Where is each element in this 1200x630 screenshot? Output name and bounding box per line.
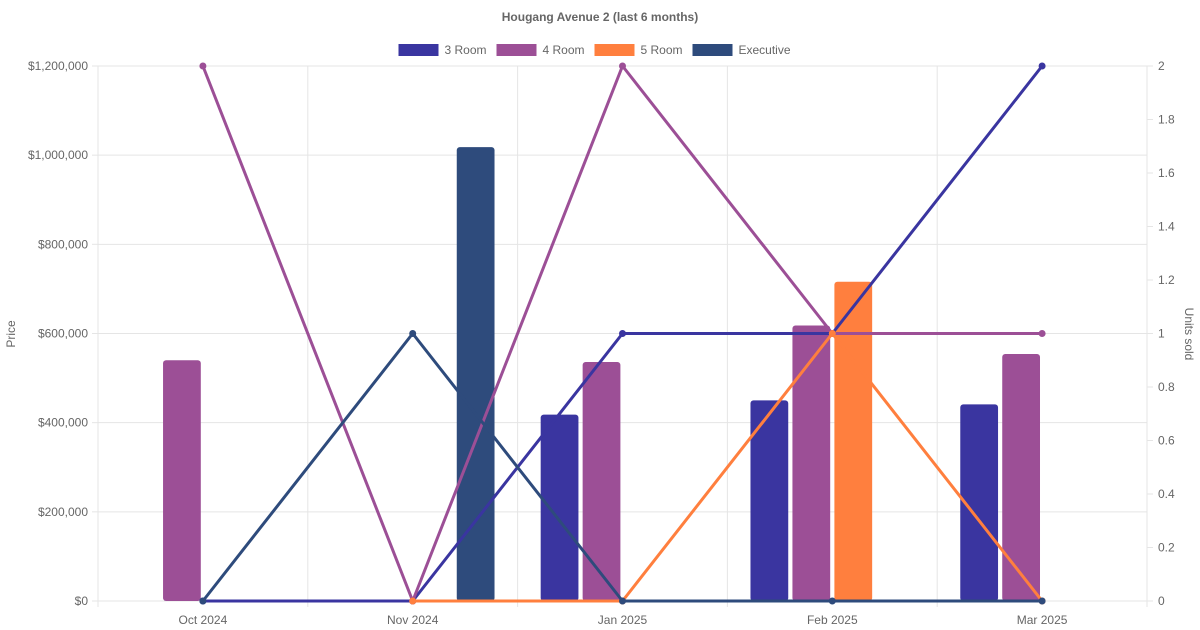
y-right-tick-label: 0.8 xyxy=(1158,380,1175,394)
y-axis-right-title: Units sold xyxy=(1182,308,1196,361)
y-left-tick-label: $800,000 xyxy=(38,237,88,251)
legend-item-executive[interactable]: Executive xyxy=(692,43,791,57)
bar-executive[interactable] xyxy=(456,147,495,601)
y-right-tick-label: 1.4 xyxy=(1158,220,1175,234)
legend-item-3-room[interactable]: 3 Room xyxy=(398,43,487,57)
point-3-room[interactable] xyxy=(1038,62,1046,70)
y-right-tick-label: 1.6 xyxy=(1158,166,1175,180)
bar-4-room[interactable] xyxy=(163,360,201,601)
legend-swatch xyxy=(692,44,733,56)
legend: 3 Room 4 Room 5 Room Executive xyxy=(398,43,791,57)
x-tick-label: Mar 2025 xyxy=(1017,613,1068,627)
legend-label: Executive xyxy=(739,43,791,57)
y-right-tick-label: 0 xyxy=(1158,594,1165,608)
bar-5-room[interactable] xyxy=(834,281,873,601)
y-axis-left-title: Price xyxy=(4,320,18,348)
chart-title: Hougang Avenue 2 (last 6 months) xyxy=(502,10,698,24)
legend-swatch xyxy=(398,44,439,56)
bars xyxy=(163,147,1041,601)
y-right-tick-label: 1.2 xyxy=(1158,273,1175,287)
point-executive[interactable] xyxy=(409,330,417,337)
bar-3-room[interactable] xyxy=(540,414,579,601)
y-right-tick-label: 2 xyxy=(1158,59,1165,73)
legend-swatch xyxy=(594,44,635,56)
bar-4-room[interactable] xyxy=(792,325,831,601)
point-3-room[interactable] xyxy=(619,330,626,337)
point-executive[interactable] xyxy=(1038,597,1046,605)
y-right-tick-label: 0.6 xyxy=(1158,434,1175,448)
bar-3-room[interactable] xyxy=(960,404,999,601)
point-executive[interactable] xyxy=(828,597,836,605)
y-left-tick-label: $0 xyxy=(75,594,89,608)
y-right-tick-label: 1 xyxy=(1158,327,1165,341)
bar-4-room[interactable] xyxy=(582,362,621,601)
axes: $0 $200,000 $400,000 $600,000 $800,000 $1,000… xyxy=(28,59,1175,627)
legend-label: 5 Room xyxy=(641,43,683,57)
legend-item-4-room[interactable]: 4 Room xyxy=(496,43,585,57)
legend-label: 3 Room xyxy=(445,43,487,57)
point-4-room[interactable] xyxy=(619,62,626,70)
line-executive xyxy=(201,332,1043,603)
x-tick-label: Nov 2024 xyxy=(387,613,439,627)
x-tick-label: Feb 2025 xyxy=(807,613,858,627)
bar-3-room[interactable] xyxy=(750,400,789,601)
point-4-room[interactable] xyxy=(1038,330,1046,337)
lines xyxy=(199,62,1046,605)
point-executive[interactable] xyxy=(199,597,207,605)
y-left-tick-label: $200,000 xyxy=(38,505,88,519)
y-left-tick-label: $400,000 xyxy=(38,416,88,430)
point-5-room[interactable] xyxy=(409,597,417,605)
point-executive[interactable] xyxy=(619,597,626,605)
point-5-room[interactable] xyxy=(828,330,836,337)
x-tick-label: Jan 2025 xyxy=(598,613,648,627)
point-4-room[interactable] xyxy=(199,62,207,70)
legend-label: 4 Room xyxy=(543,43,585,57)
x-tick-label: Oct 2024 xyxy=(179,613,228,627)
legend-swatch xyxy=(496,44,537,56)
y-left-tick-label: $1,000,000 xyxy=(28,148,88,162)
y-right-tick-label: 0.4 xyxy=(1158,487,1175,501)
y-left-tick-label: $1,200,000 xyxy=(28,59,88,73)
bar-4-room[interactable] xyxy=(1002,354,1041,601)
y-left-tick-label: $600,000 xyxy=(38,327,88,341)
y-right-tick-label: 0.2 xyxy=(1158,541,1175,555)
y-right-tick-label: 1.8 xyxy=(1158,113,1175,127)
line-5-room xyxy=(412,332,1044,603)
legend-item-5-room[interactable]: 5 Room xyxy=(594,43,683,57)
